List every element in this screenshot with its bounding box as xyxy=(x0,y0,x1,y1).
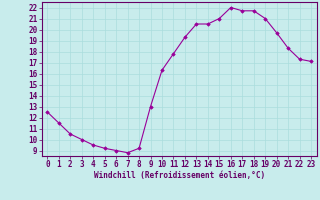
X-axis label: Windchill (Refroidissement éolien,°C): Windchill (Refroidissement éolien,°C) xyxy=(94,171,265,180)
